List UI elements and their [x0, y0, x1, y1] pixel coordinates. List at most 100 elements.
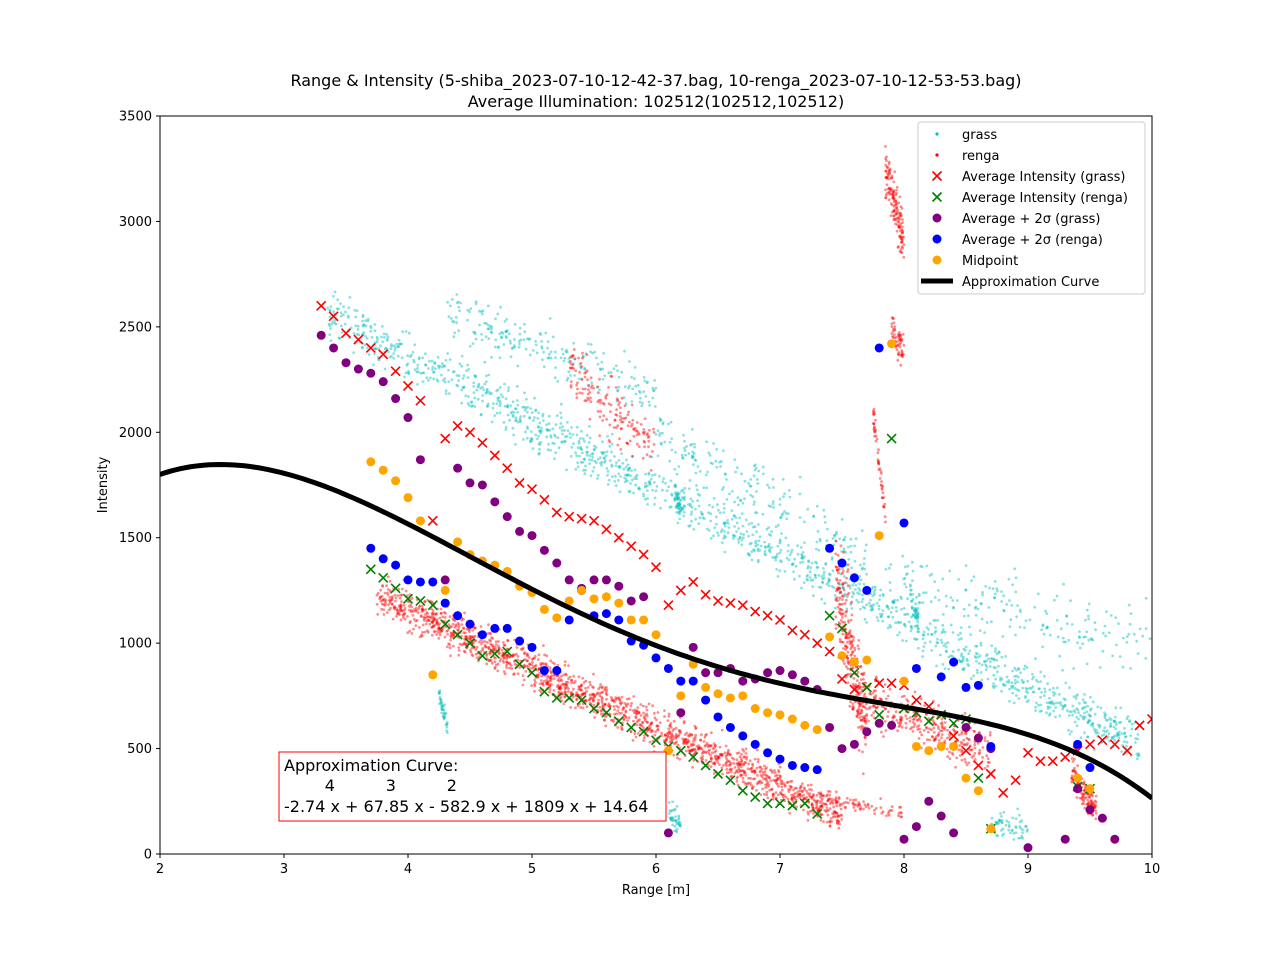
renga-point	[491, 645, 495, 649]
grass-point	[580, 448, 584, 451]
grass-point	[526, 405, 530, 409]
renga-point	[895, 201, 898, 205]
grass-point	[668, 809, 672, 813]
grass-point	[514, 443, 517, 446]
grass-point	[562, 359, 566, 363]
renga-point	[516, 672, 520, 676]
grass-point	[1096, 731, 1100, 735]
grass-point	[788, 553, 792, 557]
grass-point	[1089, 715, 1092, 718]
grass-point	[450, 378, 454, 382]
grass-point	[376, 337, 379, 341]
renga-point	[626, 413, 630, 417]
grass-point	[927, 628, 930, 631]
grass-point	[817, 548, 821, 552]
grass-point	[678, 517, 682, 521]
grass-point	[720, 541, 724, 545]
grass-point	[1136, 733, 1140, 736]
grass-point	[737, 541, 741, 544]
grass-point	[480, 338, 484, 342]
grass-point	[1011, 816, 1015, 820]
renga-point	[853, 648, 857, 652]
grass-point	[676, 504, 680, 507]
grass-point	[712, 497, 716, 500]
grass-point	[776, 575, 780, 578]
renga-point	[439, 607, 443, 611]
renga-point	[878, 477, 882, 480]
renga-point	[685, 741, 689, 745]
grass-point	[787, 544, 790, 547]
grass-point	[1005, 675, 1009, 679]
grass-point	[607, 371, 611, 374]
grass-point	[995, 833, 998, 837]
renga-point	[488, 659, 491, 663]
renga-point	[597, 398, 601, 402]
renga-point	[870, 804, 874, 808]
grass-point	[976, 655, 980, 659]
renga-point	[579, 688, 583, 692]
renga-point	[806, 810, 810, 814]
grass-point	[1003, 664, 1007, 667]
grass-point	[957, 578, 961, 581]
grass-point	[566, 429, 570, 433]
grass-point	[561, 440, 564, 444]
renga-point	[701, 754, 704, 758]
grass-point	[967, 652, 970, 656]
grass-point	[747, 522, 751, 526]
renga-point	[758, 770, 762, 774]
renga-point	[836, 814, 840, 818]
grass-point	[843, 536, 847, 539]
grass-point	[975, 644, 979, 648]
grass-point	[661, 480, 665, 484]
grass-point	[1032, 690, 1036, 694]
grass-point	[988, 660, 992, 664]
grass-point	[1014, 590, 1018, 594]
grass-point	[618, 490, 622, 494]
grass-point	[646, 380, 649, 384]
renga-point	[853, 654, 857, 658]
renga-point	[895, 188, 898, 192]
grass-point	[614, 464, 618, 468]
renga-point	[850, 613, 854, 617]
renga-point	[592, 386, 595, 390]
grass-point	[963, 648, 967, 652]
grass-point	[488, 392, 492, 396]
grass-point	[831, 537, 835, 540]
renga-point	[546, 676, 550, 679]
renga-point	[724, 744, 728, 748]
grass-point	[405, 363, 409, 367]
renga-point	[457, 625, 461, 629]
renga-point	[639, 703, 643, 706]
grass-point	[861, 597, 865, 601]
grass-point	[750, 550, 754, 554]
grass-point	[1077, 711, 1080, 714]
renga-point	[702, 751, 705, 754]
renga-point	[575, 396, 579, 400]
grass-point	[1075, 694, 1078, 698]
grass-point	[523, 405, 526, 409]
grass-point	[461, 377, 465, 380]
grass-point	[1135, 639, 1139, 643]
renga-point	[838, 587, 842, 590]
grass-point	[674, 450, 677, 454]
renga-point	[856, 670, 860, 674]
renga-point	[558, 685, 561, 689]
grass-point	[754, 541, 758, 545]
renga-point	[437, 626, 441, 630]
grass-point	[1044, 609, 1047, 613]
renga-point	[386, 593, 390, 597]
grass-point	[904, 624, 907, 628]
grass-point	[658, 432, 662, 435]
grass-point	[498, 411, 502, 415]
renga-point	[836, 821, 839, 825]
grass-point	[617, 465, 621, 469]
grass-point	[1083, 693, 1086, 696]
grass-point	[995, 822, 999, 826]
renga-point	[603, 702, 607, 706]
renga-point	[599, 683, 602, 686]
renga-point	[564, 680, 568, 684]
grass-point	[1082, 717, 1085, 721]
renga-point	[375, 602, 379, 606]
grass-point	[1057, 692, 1061, 696]
grass-point	[1114, 721, 1118, 724]
